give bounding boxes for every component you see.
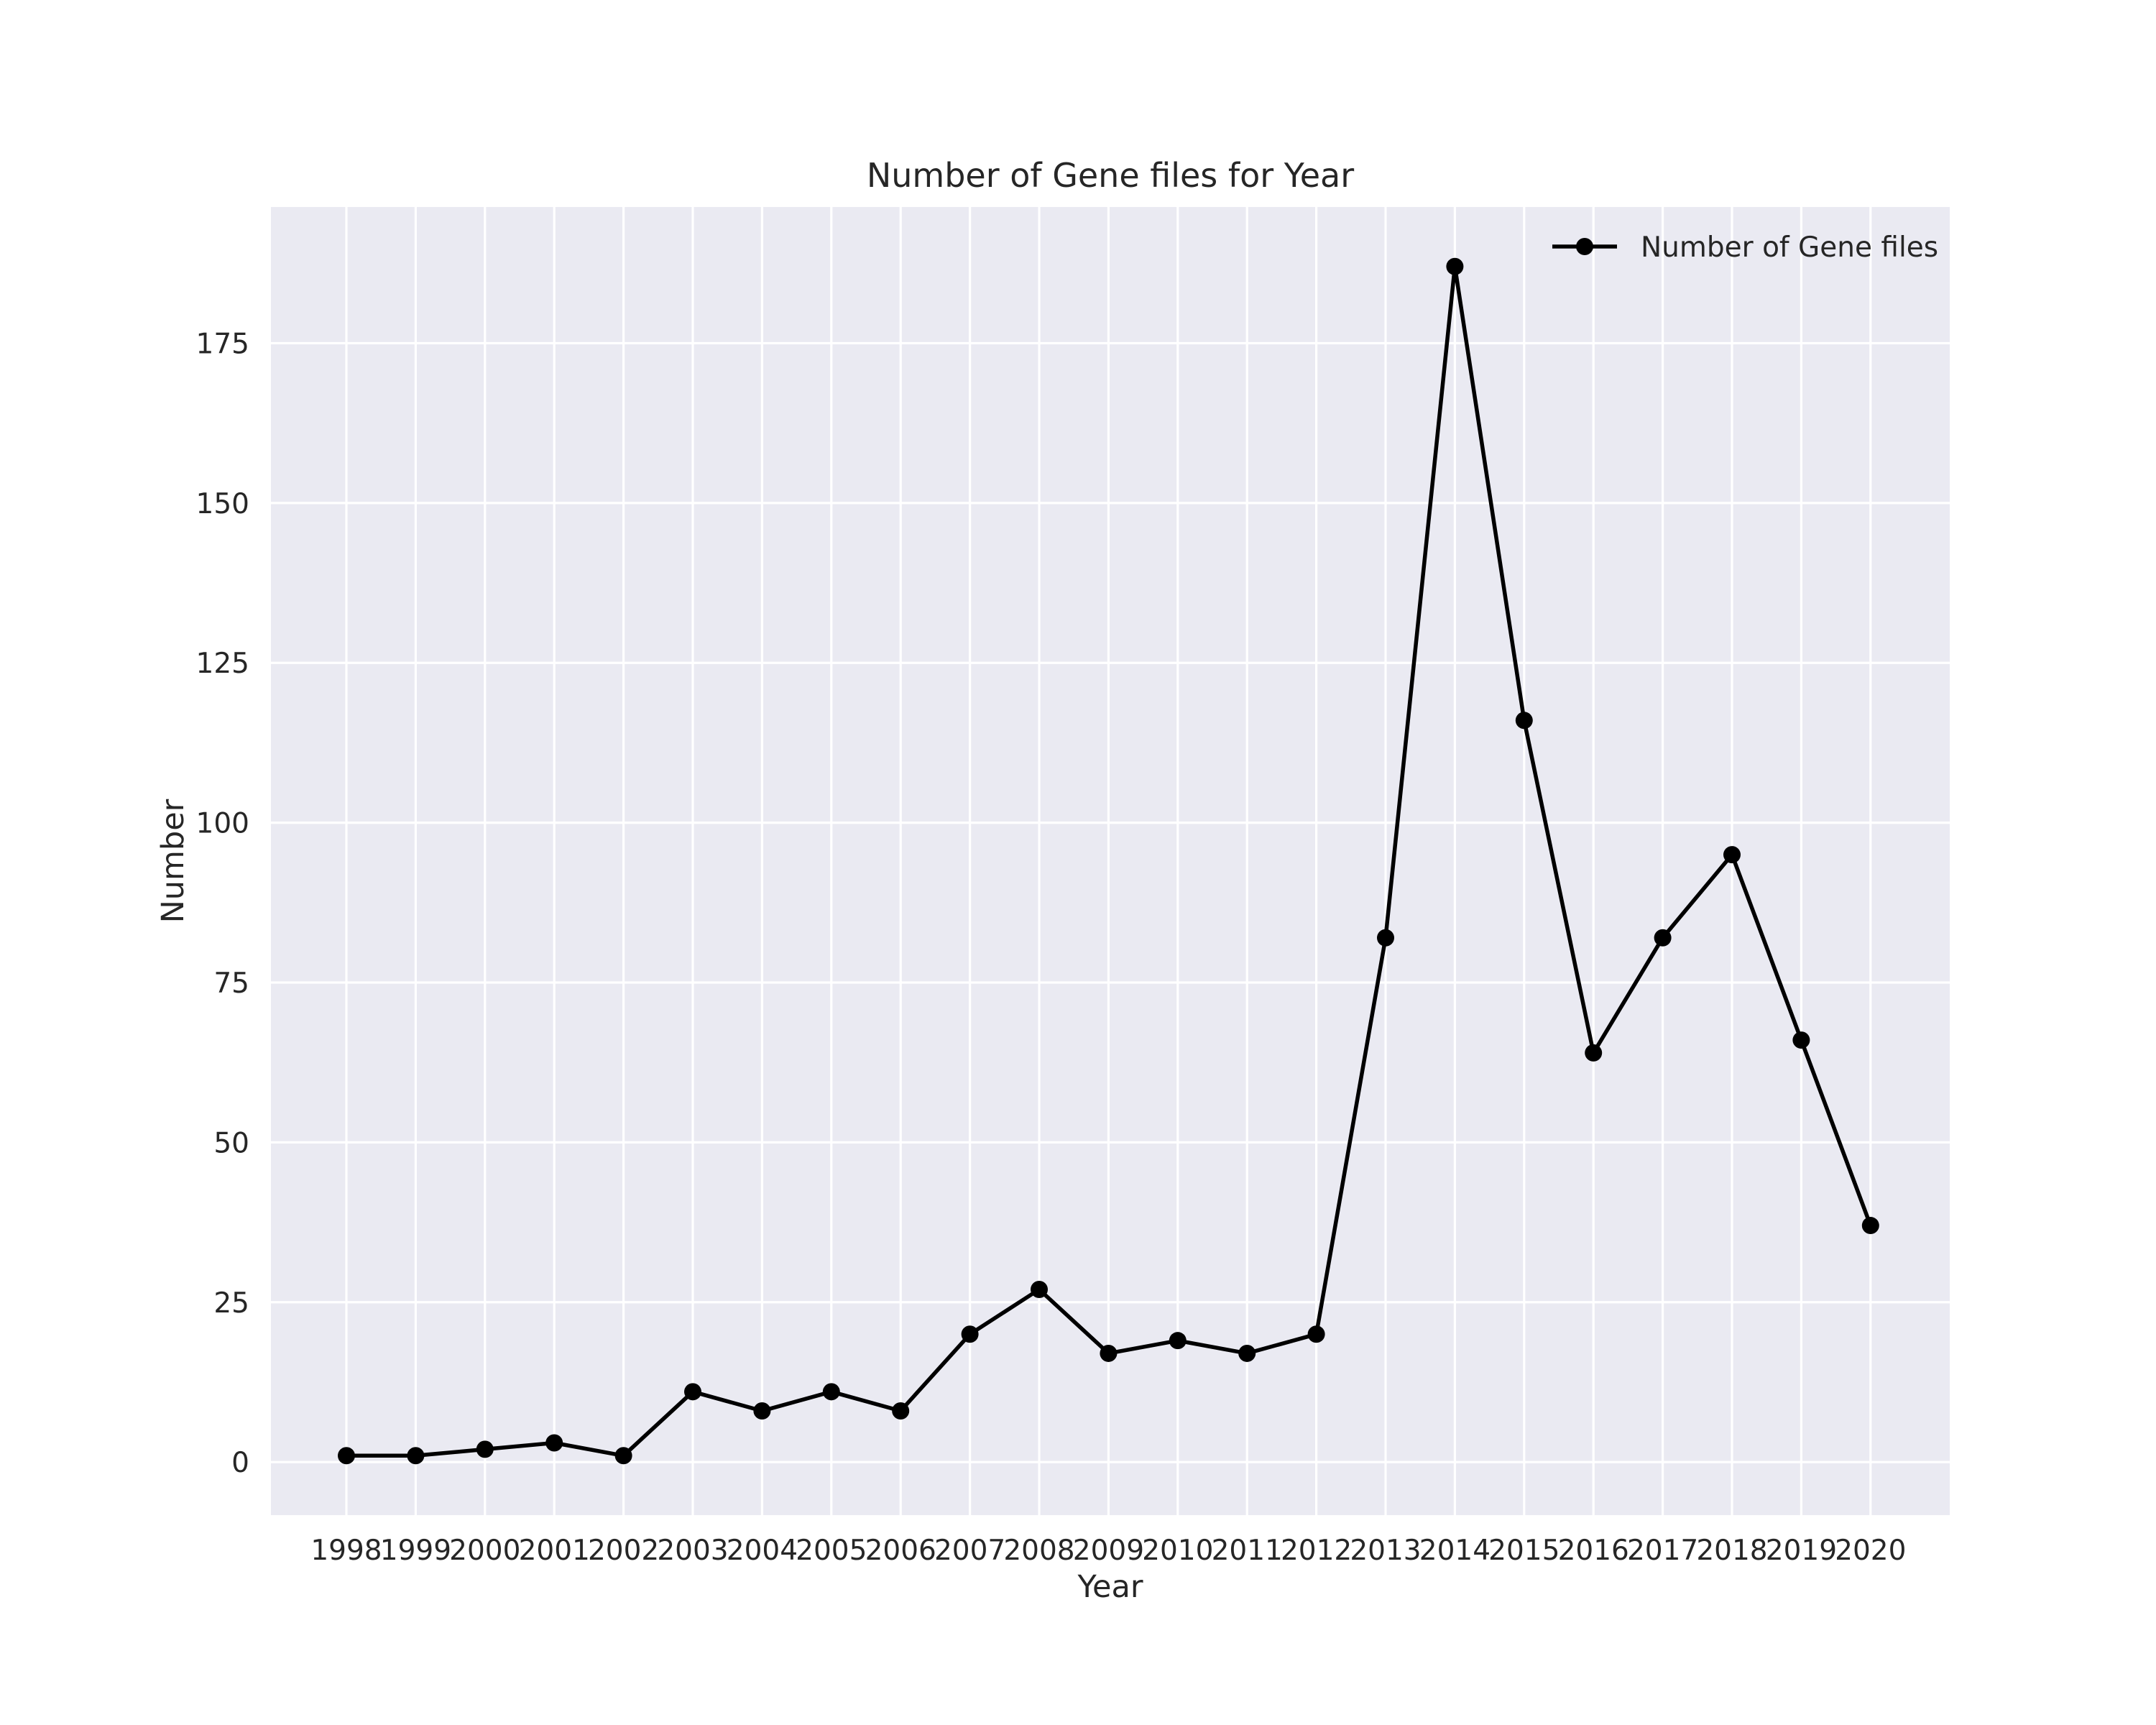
plot-area	[271, 207, 1950, 1515]
x-tick-label: 2005	[796, 1535, 867, 1567]
data-point	[1792, 1031, 1810, 1049]
y-tick-label: 50	[213, 1127, 249, 1159]
data-point	[1377, 929, 1394, 947]
data-point	[892, 1402, 910, 1420]
x-tick-label: 2009	[1073, 1535, 1144, 1567]
x-axis-title: Year	[1077, 1569, 1143, 1605]
data-point	[1169, 1332, 1187, 1350]
y-tick-label: 175	[196, 328, 249, 360]
data-point	[822, 1383, 840, 1401]
x-tick-label: 2011	[1212, 1535, 1283, 1567]
x-tick-label: 2007	[934, 1535, 1005, 1567]
data-point	[1585, 1044, 1603, 1062]
data-point	[407, 1447, 425, 1465]
y-tick-label: 75	[213, 967, 249, 1000]
x-tick-label: 2008	[1003, 1535, 1074, 1567]
data-point	[1515, 712, 1533, 730]
data-point	[1861, 1217, 1879, 1235]
y-tick-label: 150	[196, 488, 249, 520]
y-axis-ticks: 0 25 50 75 100 125 150 175	[196, 328, 249, 1479]
y-tick-label: 100	[196, 808, 249, 840]
y-axis-title: Number	[155, 799, 191, 923]
x-tick-label: 2006	[865, 1535, 936, 1567]
x-tick-label: 1999	[380, 1535, 451, 1567]
data-point	[1723, 846, 1741, 864]
data-point	[1307, 1325, 1325, 1343]
legend: Number of Gene files	[1552, 231, 1938, 264]
x-tick-label: 2004	[727, 1535, 798, 1567]
y-tick-label: 25	[213, 1287, 249, 1320]
x-tick-label: 2010	[1142, 1535, 1213, 1567]
x-tick-label: 1998	[310, 1535, 382, 1567]
x-tick-label: 2012	[1281, 1535, 1352, 1567]
data-point	[614, 1447, 632, 1465]
data-point	[1100, 1344, 1118, 1362]
data-point	[545, 1434, 563, 1452]
data-point	[1654, 929, 1672, 947]
x-tick-label: 2003	[657, 1535, 728, 1567]
data-point	[961, 1325, 979, 1343]
data-point	[753, 1402, 771, 1420]
x-axis-ticks: 1998199920002001200220032004200520062007…	[310, 1535, 1906, 1567]
x-tick-label: 2017	[1627, 1535, 1698, 1567]
x-tick-label: 2013	[1350, 1535, 1421, 1567]
data-point	[1446, 257, 1464, 275]
y-tick-label: 0	[231, 1447, 249, 1479]
x-tick-label: 2014	[1419, 1535, 1491, 1567]
x-tick-label: 2001	[519, 1535, 590, 1567]
y-tick-label: 125	[196, 648, 249, 680]
data-point	[338, 1447, 355, 1465]
x-tick-label: 2019	[1766, 1535, 1837, 1567]
data-point	[1031, 1280, 1048, 1298]
chart-title: Number of Gene files for Year	[867, 156, 1354, 195]
legend-label: Number of Gene files	[1641, 231, 1938, 264]
x-tick-label: 2018	[1696, 1535, 1767, 1567]
grid-lines	[271, 207, 1950, 1515]
x-tick-label: 2020	[1835, 1535, 1906, 1567]
legend-marker-swatch	[1576, 238, 1593, 255]
data-point	[684, 1383, 701, 1401]
x-tick-label: 2000	[449, 1535, 520, 1567]
data-point	[476, 1440, 494, 1458]
x-tick-label: 2015	[1488, 1535, 1560, 1567]
x-tick-label: 2002	[588, 1535, 659, 1567]
data-point	[1238, 1344, 1256, 1362]
series-layer	[338, 257, 1879, 1465]
x-tick-label: 2016	[1558, 1535, 1629, 1567]
